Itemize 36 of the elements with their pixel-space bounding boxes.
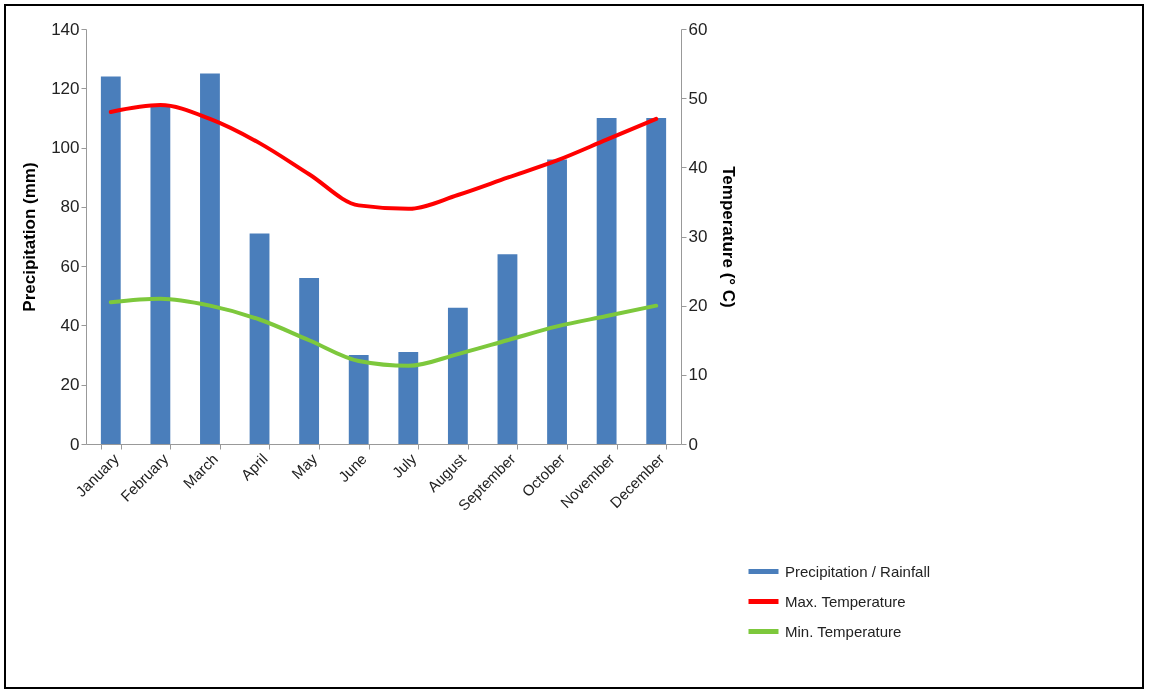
legend-label: Min. Temperature (785, 622, 902, 640)
y2-axis-title: Temperature (° C) (719, 166, 739, 308)
y-tick-label: 60 (60, 256, 80, 276)
bar (200, 73, 220, 444)
y-tick-label: 120 (51, 78, 80, 98)
y-tick-label: 20 (60, 375, 80, 395)
y2-tick-label: 30 (688, 227, 708, 246)
bar (100, 76, 121, 444)
x-tick-label: July (388, 449, 420, 481)
y-tick-label: 140 (51, 19, 80, 39)
bar (547, 159, 567, 444)
bar (150, 106, 171, 444)
y-tick-label: 80 (60, 197, 80, 217)
y-tick-label: 40 (60, 315, 80, 335)
y-tick-label: 0 (70, 434, 80, 454)
bar (447, 307, 468, 444)
bar (249, 233, 270, 444)
line-series (108, 103, 659, 211)
y2-tick-label: 50 (688, 88, 708, 108)
bar (299, 278, 320, 444)
y-tick-label: 100 (51, 138, 80, 158)
bar (497, 254, 518, 444)
bar (596, 117, 617, 444)
bar (646, 117, 667, 444)
legend-label: Max. Temperature (785, 592, 906, 610)
y2-tick-label: 60 (688, 19, 708, 39)
x-tick-label: May (288, 449, 321, 483)
bar (348, 355, 369, 444)
y2-tick-label: 20 (688, 296, 708, 316)
y2-tick-label: 40 (688, 157, 708, 177)
line-series (108, 296, 659, 368)
y2-tick-label: 10 (688, 365, 708, 385)
legend-label: Precipitation / Rainfall (785, 562, 931, 580)
bar (398, 352, 419, 444)
y-axis-title: Precipitation (mm) (20, 162, 40, 312)
y2-tick-label: 0 (688, 434, 698, 454)
